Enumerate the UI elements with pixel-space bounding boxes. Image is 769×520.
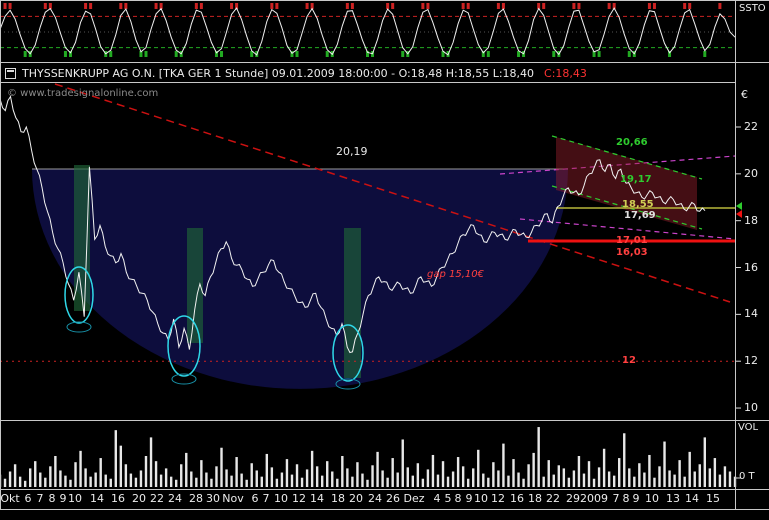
- price-level-label: 19,17: [620, 174, 652, 185]
- ssto-panel[interactable]: [0, 3, 736, 57]
- round-top-level-annotation: 20,19: [336, 145, 368, 158]
- title-bar: THYSSENKRUPP AG O.N. [TKA GER 1 Stunde] …: [0, 64, 735, 82]
- x-axis-label: 29: [566, 492, 580, 505]
- x-axis-label: 9: [465, 492, 473, 505]
- price-level-label: 17,01: [616, 235, 648, 246]
- x-axis-label: 18: [331, 492, 345, 505]
- y-tick-label: 10: [744, 401, 758, 415]
- x-axis-label: 12: [491, 492, 505, 505]
- x-axis-label: 7: [262, 492, 270, 505]
- x-axis-label: 24: [168, 492, 182, 505]
- x-axis-label: 14: [90, 492, 104, 505]
- x-axis-label: 10: [68, 492, 82, 505]
- x-axis-label: Okt: [0, 492, 20, 505]
- x-axis-label: 13: [666, 492, 680, 505]
- price-level-label: 20,66: [616, 137, 648, 148]
- y-tick-label: 20: [744, 166, 758, 180]
- x-axis-label: 22: [546, 492, 560, 505]
- x-axis-label: 4: [433, 492, 441, 505]
- x-axis-label: 8: [454, 492, 462, 505]
- x-axis-label: 5: [444, 492, 452, 505]
- x-axis-label: 28: [189, 492, 203, 505]
- x-axis-label: 8: [48, 492, 56, 505]
- x-axis-label: 10: [645, 492, 659, 505]
- last-close-value: C:18,43: [544, 66, 587, 80]
- x-axis-label: 6: [24, 492, 32, 505]
- x-axis-label: 30: [206, 492, 220, 505]
- y-tick-label: 18: [744, 213, 758, 227]
- price-level-label: 12: [622, 355, 636, 366]
- x-axis-label: 12: [292, 492, 306, 505]
- y-tick-label: 16: [744, 260, 758, 274]
- y-tick-label: 22: [744, 120, 758, 133]
- x-axis-label: 15: [706, 492, 720, 505]
- x-axis-label: 8: [622, 492, 630, 505]
- x-axis-label: 20: [132, 492, 146, 505]
- price-panel[interactable]: [0, 83, 742, 390]
- x-axis-label: 16: [111, 492, 125, 505]
- x-axis-label: 14: [310, 492, 324, 505]
- x-axis-label: 10: [274, 492, 288, 505]
- euro-scale-label: €: [741, 88, 748, 101]
- y-tick-label: 14: [744, 307, 758, 321]
- volume-zero-label: 0 T: [739, 471, 755, 482]
- volume-scale-label: VOL: [738, 422, 759, 433]
- x-axis-label: 24: [368, 492, 382, 505]
- volume-panel[interactable]: [0, 427, 741, 487]
- price-y-axis[interactable]: [736, 126, 741, 409]
- x-axis-label: 18: [528, 492, 542, 505]
- x-axis-label: Dez: [403, 492, 425, 505]
- price-level-label: 18,55: [622, 199, 654, 210]
- y-tick-label: 12: [744, 354, 758, 368]
- x-axis-label: 2009: [580, 492, 608, 505]
- x-axis-label: 7: [612, 492, 620, 505]
- x-axis-label: Nov: [222, 492, 244, 505]
- instrument-title: THYSSENKRUPP AG O.N. [TKA GER 1 Stunde] …: [22, 66, 535, 80]
- x-axis-label: 9: [59, 492, 67, 505]
- x-axis-label: 9: [632, 492, 640, 505]
- x-axis-label: 6: [251, 492, 259, 505]
- x-axis-label: 26: [386, 492, 400, 505]
- watermark: © www.tradesignalonline.com: [7, 88, 159, 99]
- x-axis-label: 20: [349, 492, 363, 505]
- x-axis-label: 10: [474, 492, 488, 505]
- x-axis-label: 7: [36, 492, 44, 505]
- x-axis-label: 14: [685, 492, 699, 505]
- x-axis-label: 22: [150, 492, 164, 505]
- price-level-label: 17,69: [624, 210, 656, 221]
- window-icon[interactable]: [5, 67, 16, 79]
- price-level-label: 16,03: [616, 247, 648, 258]
- ssto-scale-label: SSTO: [739, 3, 766, 14]
- gap-annotation: gap 15,10€: [427, 269, 484, 280]
- x-axis-label: 16: [510, 492, 524, 505]
